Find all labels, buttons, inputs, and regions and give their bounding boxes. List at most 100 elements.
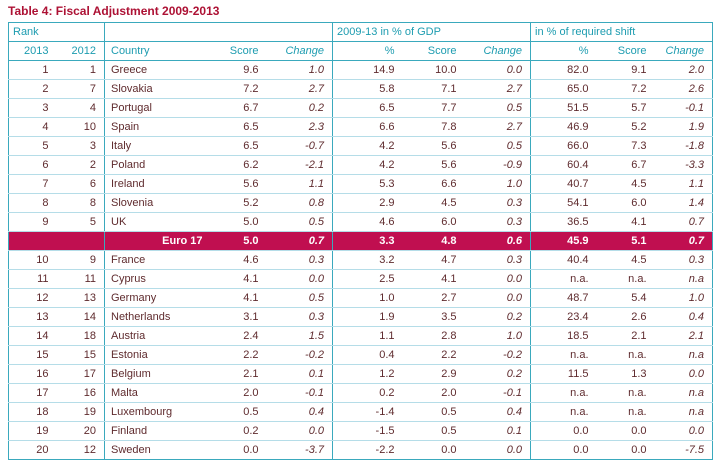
cell-change: -0.7	[266, 136, 333, 156]
cell-shift-score: 5.7	[596, 98, 655, 118]
cell-change: 0.5	[266, 212, 333, 232]
cell-gdp-score: 0.5	[402, 421, 465, 441]
column-header-gdp-score: Score	[402, 41, 465, 61]
cell-country: France	[104, 250, 209, 270]
cell-rank-2013: 9	[8, 212, 57, 232]
cell-rank-2013: 7	[8, 174, 57, 194]
cell-shift-score: 0.0	[631, 444, 647, 456]
cell-country: Cyprus	[104, 269, 209, 289]
cell-rank-2013: 13	[8, 307, 57, 327]
cell-change: 0.2	[266, 98, 333, 118]
cell-shift-pct: 46.9	[530, 117, 597, 137]
cell-shift-change: n.a	[654, 402, 713, 422]
cell-rank-2012: 5	[56, 212, 105, 232]
cell-rank-2012: 4	[56, 98, 105, 118]
cell-country: Malta	[104, 383, 209, 403]
cell-country: Ireland	[104, 174, 209, 194]
table-row: 13 14 Netherlands 3.1 0.3 1.9 3.5 0.2 23.4 2.6 0.4	[8, 307, 713, 327]
cell-score: 5.6	[208, 174, 267, 194]
cell-gdp-change: 1.0	[464, 326, 531, 346]
cell-gdp-pct: -1.5	[332, 421, 403, 441]
table-row: 4 10 Spain 6.5 2.3 6.6 7.8 2.7 46.9 5.2 1.9	[8, 117, 713, 137]
cell-gdp-score: 7.8	[402, 117, 465, 137]
cell-score: 5.0	[208, 212, 267, 232]
cell-country: Slovakia	[104, 79, 209, 99]
cell-rank-2013: 5	[8, 136, 57, 156]
cell-change: -0.1	[266, 383, 333, 403]
column-header-score: Score	[208, 41, 267, 61]
cell-gdp-pct: -1.4	[332, 402, 403, 422]
cell-rank-2012: 1	[56, 60, 105, 80]
cell-rank-2012: 8	[56, 193, 105, 213]
cell-country: Luxembourg	[104, 402, 209, 422]
cell-shift-change: 2.1	[654, 326, 713, 346]
table-row: 12 13 Germany 4.1 0.5 1.0 2.7 0.0 48.7 5.4 1.0	[8, 288, 713, 308]
table-row: 9 5 UK 5.0 0.5 4.6 6.0 0.3 36.5 4.1 0.7	[8, 212, 713, 232]
cell-country: Greece	[104, 60, 209, 80]
cell-score: 5.0	[208, 231, 267, 251]
cell-rank-2012: 9	[56, 250, 105, 270]
column-header-shift-change: Change	[654, 41, 713, 61]
cell-gdp-pct: 6.5	[332, 98, 403, 118]
cell-country: Poland	[104, 155, 209, 175]
cell-rank-2013: 2	[8, 79, 57, 99]
cell-score: 7.2	[208, 79, 267, 99]
cell-rank-2013: 15	[8, 345, 57, 365]
cell-gdp-change: 0.2	[464, 364, 531, 384]
cell-rank-2013: 12	[8, 288, 57, 308]
table-row: 1 1 Greece 9.6 1.0 14.9 10.0 0.0 82.0 9.1 2.0	[8, 60, 713, 80]
cell-gdp-pct: 2.5	[332, 269, 403, 289]
cell-gdp-score: 7.1	[402, 79, 465, 99]
cell-shift-score: n.a.	[596, 269, 655, 289]
cell-country: Germany	[104, 288, 209, 308]
cell-rank-2013: 18	[8, 402, 57, 422]
table-row-euro-17: Euro 17 5.0 0.7 3.3 4.8 0.6 45.9 5.1 0.7	[8, 231, 713, 251]
cell-score: 6.7	[208, 98, 267, 118]
cell-gdp-change: 1.0	[464, 174, 531, 194]
column-header-row: 2013 2012 Country Score Change % Score C…	[8, 41, 713, 61]
cell-score: 6.2	[208, 155, 267, 175]
table-row: 19 20 Finland 0.2 0.0 -1.5 0.5 0.1 0.0 0.0 0.0	[8, 421, 713, 441]
cell-gdp-pct: 4.2	[332, 155, 403, 175]
cell-gdp-score: 0.5	[402, 402, 465, 422]
cell-shift-pct: 23.4	[530, 307, 597, 327]
table-row: 14 18 Austria 2.4 1.5 1.1 2.8 1.0 18.5 2.1 2.1	[8, 326, 713, 346]
cell-shift-score: 4.1	[596, 212, 655, 232]
cell-shift-score: n.a.	[596, 345, 655, 365]
cell-country: Italy	[104, 136, 209, 156]
cell-gdp-change: -0.2	[464, 345, 531, 365]
cell-country: Belgium	[104, 364, 209, 384]
cell-gdp-change: 0.1	[464, 421, 531, 441]
cell-shift-change: -7.5	[685, 444, 705, 456]
cell-shift-change: 0.7	[654, 231, 713, 251]
cell-shift-score: 5.4	[596, 288, 655, 308]
table-row: 16 17 Belgium 2.1 0.1 1.2 2.9 0.2 11.5 1.3 0.0	[8, 364, 713, 384]
cell-gdp-change: 0.0	[464, 60, 531, 80]
cell-shift-change: 1.0	[654, 288, 713, 308]
cell-change: 1.1	[266, 174, 333, 194]
cell-shift-score: 9.1	[596, 60, 655, 80]
column-header-gdp-pct: %	[332, 41, 403, 61]
cell-shift-score: n.a.	[596, 402, 655, 422]
cell-country: UK	[104, 212, 209, 232]
table-row: 5 3 Italy 6.5 -0.7 4.2 5.6 0.5 66.0 7.3 -1.8	[8, 136, 713, 156]
cell-score: 5.2	[208, 193, 267, 213]
cell-score: 4.1	[208, 288, 267, 308]
cell-gdp-pct: 1.0	[332, 288, 403, 308]
cell-gdp-pct: -2.2	[332, 440, 403, 460]
cell-gdp-score: 0.0	[441, 444, 457, 456]
cell-shift-score: 5.2	[596, 117, 655, 137]
page-title: Table 4: Fiscal Adjustment 2009-2013	[8, 4, 220, 18]
cell-gdp-change: 0.3	[464, 250, 531, 270]
cell-shift-score: 1.3	[596, 364, 655, 384]
cell-rank-2013: 14	[8, 326, 57, 346]
column-header-country: Country	[104, 41, 209, 61]
cell-gdp-pct: 0.2	[332, 383, 403, 403]
cell-rank-2013: 8	[8, 193, 57, 213]
cell-rank-2012	[56, 231, 105, 251]
cell-gdp-score: 4.8	[402, 231, 465, 251]
cell-gdp-pct: 4.6	[332, 212, 403, 232]
cell-gdp-score: 3.5	[402, 307, 465, 327]
cell-shift-pct: n.a.	[530, 383, 597, 403]
cell-score: 4.6	[208, 250, 267, 270]
